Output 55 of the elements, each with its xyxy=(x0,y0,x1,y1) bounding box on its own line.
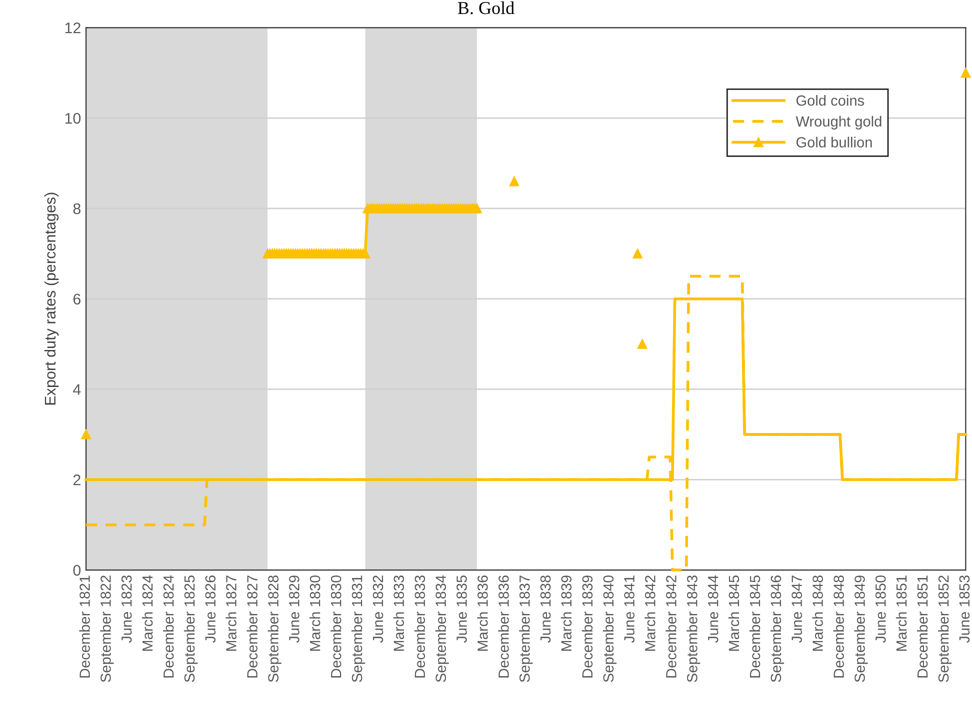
x-tick-label: June 1838 xyxy=(540,576,551,643)
x-tick-label: December 1842 xyxy=(666,576,676,678)
x-tick-label: June 1847 xyxy=(792,576,802,643)
x-tick-label: September 1843 xyxy=(686,576,700,682)
x-tick-label: June 1850 xyxy=(875,575,886,643)
legend-label: Wrought gold xyxy=(796,116,882,130)
x-tick-label: March 1839 xyxy=(560,576,572,651)
y-tick-label: 6 xyxy=(73,294,80,305)
y-tick-label: 8 xyxy=(73,203,80,214)
y-tick-label: 4 xyxy=(73,384,81,395)
x-tick-label: March 1833 xyxy=(393,576,404,651)
legend-label: Gold bullion xyxy=(796,136,872,148)
x-tick-label: September 1822 xyxy=(100,576,114,682)
y-axis-title: Export duty rates (percentages) xyxy=(44,192,59,405)
y-tick-label: 0 xyxy=(73,564,81,576)
x-tick-label: June 1844 xyxy=(708,575,718,643)
x-tick-label: December 1827 xyxy=(246,576,258,678)
x-tick-label: June 1826 xyxy=(205,576,216,643)
x-tick-label: March 1845 xyxy=(728,576,740,651)
x-tick-label: September 1837 xyxy=(519,576,533,682)
x-tick-label: December 1851 xyxy=(916,576,928,678)
y-tick-label: 12 xyxy=(65,22,80,34)
chart-title: B. Gold xyxy=(458,1,514,14)
x-tick-label: March 1848 xyxy=(812,576,823,651)
y-tick-label: 2 xyxy=(73,474,80,486)
x-tick-label: March 1842 xyxy=(644,576,656,651)
x-tick-label: December 1830 xyxy=(330,575,342,678)
x-tick-label: March 1830 xyxy=(310,575,320,651)
x-tick-label: June 1835 xyxy=(456,576,467,643)
x-tick-label: September 1828 xyxy=(268,576,282,682)
x-tick-label: September 1849 xyxy=(854,576,868,682)
x-tick-label: December 1845 xyxy=(749,576,760,678)
x-tick-label: September 1846 xyxy=(770,576,784,682)
x-tick-label: December 1836 xyxy=(498,576,509,678)
x-tick-label: September 1852 xyxy=(938,576,952,682)
x-tick-label: December 1848 xyxy=(833,576,844,678)
x-tick-label: September 1840 xyxy=(602,575,616,682)
legend-label: Gold coins xyxy=(796,95,864,106)
x-tick-label: June 1823 xyxy=(121,576,132,643)
y-tick-label: 10 xyxy=(65,112,81,124)
x-tick-label: June 1829 xyxy=(289,576,300,643)
x-tick-label: June 1853 xyxy=(959,576,970,643)
x-tick-label: December 1839 xyxy=(582,576,593,678)
x-tick-label: March 1827 xyxy=(226,576,236,651)
x-tick-label: September 1834 xyxy=(435,575,449,682)
x-tick-label: March 1824 xyxy=(142,575,153,651)
x-tick-label: March 1851 xyxy=(896,576,907,651)
x-tick-label: December 1833 xyxy=(414,576,426,678)
x-tick-label: December 1821 xyxy=(79,576,90,678)
x-tick-label: June 1832 xyxy=(372,576,384,643)
x-tick-label: December 1824 xyxy=(163,575,174,678)
x-tick-label: September 1825 xyxy=(184,576,198,682)
x-tick-label: September 1831 xyxy=(351,576,366,682)
x-tick-label: June 1841 xyxy=(624,576,634,643)
x-tick-label: March 1836 xyxy=(477,576,488,651)
